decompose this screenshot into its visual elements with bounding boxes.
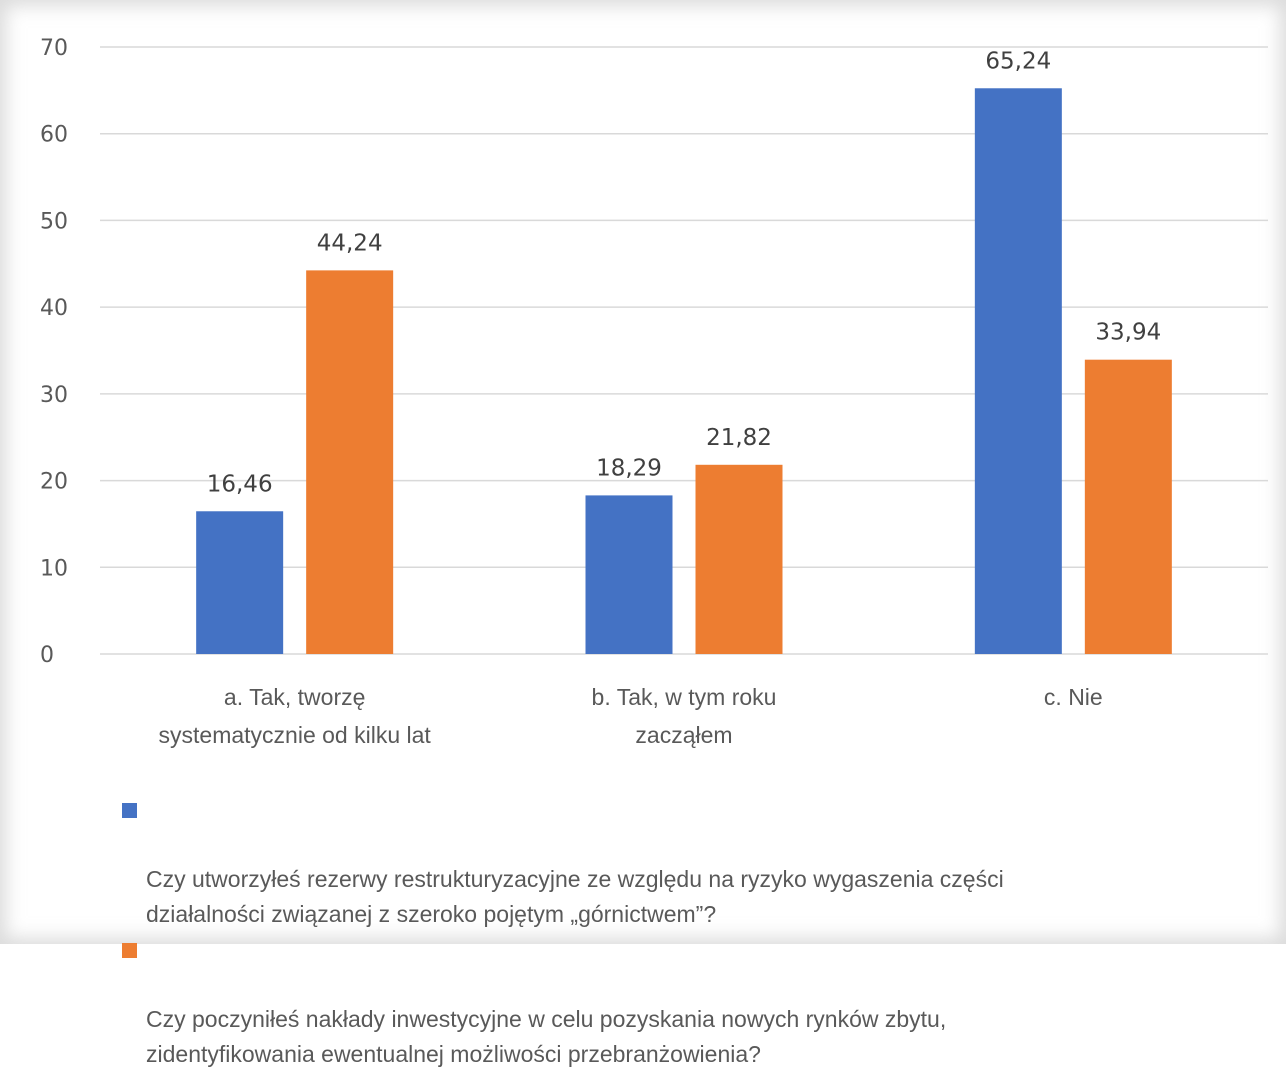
- y-tick-label: 0: [40, 643, 54, 668]
- chart-frame: 0 10 20 30 40 50 60 70 16,46 44,24 18,29 21,82 65,2…: [40, 36, 1268, 1067]
- x-category-label: a. Tak, tworzę: [224, 684, 365, 710]
- bar-series-2-cat-2[interactable]: [695, 464, 783, 654]
- x-category-label: b. Tak, w tym roku: [592, 684, 777, 710]
- x-category-label: c. Nie: [1044, 684, 1103, 710]
- gridlines: [100, 46, 1268, 655]
- bar-series-2-cat-3[interactable]: [1084, 359, 1172, 654]
- y-tick-label: 40: [40, 296, 68, 321]
- bar-series-1-cat-2[interactable]: [585, 495, 673, 654]
- data-label-series-2-cat-3: 33,94: [1095, 320, 1161, 346]
- legend-swatch-series-1: [122, 803, 137, 818]
- x-axis-categories: a. Tak, tworzę systematycznie od kilku la…: [159, 684, 1103, 748]
- x-category-label: zacząłem: [635, 722, 732, 748]
- data-label-series-1-cat-2: 18,29: [596, 455, 662, 481]
- y-tick-label: 10: [40, 556, 68, 581]
- y-tick-label: 20: [40, 470, 68, 495]
- legend-item-series-1[interactable]: Czy utworzyłeś rezerwy restrukturyzacyjn…: [120, 792, 1250, 932]
- data-labels: 16,46 44,24 18,29 21,82 65,24 33,94: [207, 48, 1162, 497]
- data-label-series-1-cat-3: 65,24: [985, 48, 1051, 74]
- y-tick-label: 30: [40, 383, 68, 408]
- y-tick-label: 50: [40, 209, 68, 234]
- bar-series-2-cat-1[interactable]: [306, 270, 394, 654]
- legend: Czy utworzyłeś rezerwy restrukturyzacyjn…: [120, 792, 1250, 1072]
- bar-series-1-cat-1[interactable]: [196, 511, 284, 654]
- y-tick-label: 60: [40, 123, 68, 148]
- legend-label-series-2: Czy poczyniłeś nakłady inwestycyjne w ce…: [146, 1006, 947, 1067]
- y-tick-label: 70: [40, 36, 68, 61]
- legend-label-series-1: Czy utworzyłeś rezerwy restrukturyzacyjn…: [146, 866, 1004, 927]
- data-label-series-2-cat-1: 44,24: [317, 230, 383, 256]
- data-label-series-1-cat-1: 16,46: [207, 471, 273, 497]
- bar-series-1-cat-3[interactable]: [974, 88, 1062, 654]
- legend-swatch-series-2: [122, 943, 137, 958]
- x-category-label: systematycznie od kilku lat: [159, 722, 432, 748]
- y-axis-ticks: 0 10 20 30 40 50 60 70: [40, 36, 68, 668]
- data-label-series-2-cat-2: 21,82: [706, 425, 772, 451]
- bar-chart: 0 10 20 30 40 50 60 70 16,46 44,24 18,29 21,82 65,2…: [40, 36, 1268, 748]
- legend-item-series-2[interactable]: Czy poczyniłeś nakłady inwestycyjne w ce…: [120, 932, 1250, 1072]
- bars: [196, 88, 1172, 654]
